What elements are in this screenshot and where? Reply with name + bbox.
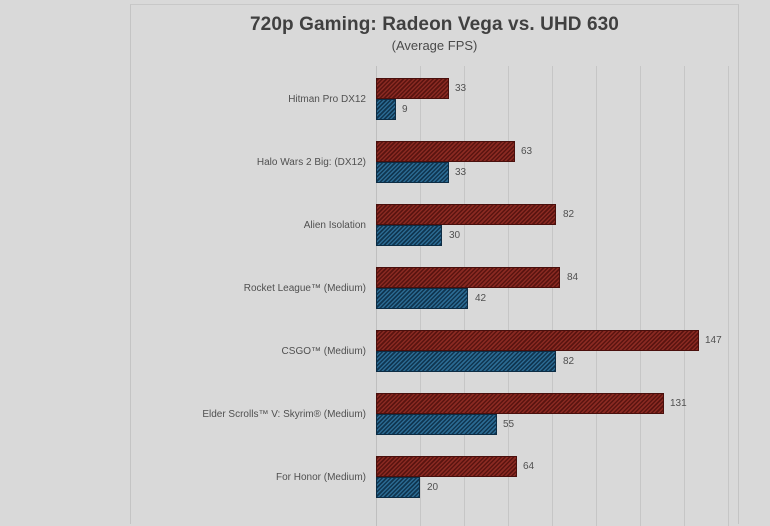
- bar-uhd-630: [376, 288, 468, 309]
- bar-uhd-630: [376, 99, 396, 120]
- value-label: 55: [503, 419, 515, 430]
- category-label: Hitman Pro DX12: [288, 94, 366, 105]
- category-label: Rocket League™ (Medium): [243, 283, 366, 294]
- category-label: CSGO™ (Medium): [281, 346, 366, 357]
- bar-uhd-630: [376, 477, 420, 498]
- value-label: 82: [563, 209, 575, 220]
- category-label: Alien Isolation: [303, 220, 366, 231]
- value-label: 131: [670, 398, 687, 409]
- value-label: 9: [402, 104, 408, 115]
- value-label: 33: [455, 83, 467, 94]
- chart-subtitle: (Average FPS): [391, 38, 478, 53]
- value-label: 147: [705, 335, 722, 346]
- chart-title: 720p Gaming: Radeon Vega vs. UHD 630: [250, 14, 619, 35]
- gridline: [508, 66, 509, 526]
- category-label: For Honor (Medium): [275, 472, 366, 483]
- category-label: Elder Scrolls™ V: Skyrim® (Medium): [202, 409, 366, 420]
- bar-uhd-630: [376, 351, 556, 372]
- gridline: [684, 66, 685, 526]
- value-label: 84: [567, 272, 579, 283]
- value-label: 64: [523, 461, 535, 472]
- bar-radeon-vega: [376, 78, 449, 99]
- chart-frame: [130, 4, 739, 524]
- bar-radeon-vega: [376, 141, 515, 162]
- value-label: 63: [521, 146, 533, 157]
- bar-radeon-vega: [376, 204, 556, 225]
- bar-radeon-vega: [376, 267, 560, 288]
- bar-uhd-630: [376, 162, 449, 183]
- bar-radeon-vega: [376, 456, 517, 477]
- value-label: 33: [455, 167, 467, 178]
- value-label: 20: [427, 482, 439, 493]
- gridline: [728, 66, 729, 526]
- value-label: 82: [563, 356, 575, 367]
- gridline: [640, 66, 641, 526]
- bar-radeon-vega: [376, 330, 699, 351]
- bar-uhd-630: [376, 225, 442, 246]
- bar-radeon-vega: [376, 393, 664, 414]
- gridline: [552, 66, 553, 526]
- value-label: 30: [449, 230, 461, 241]
- bar-uhd-630: [376, 414, 497, 435]
- category-label: Halo Wars 2 Big: (DX12): [256, 157, 366, 168]
- gridline: [596, 66, 597, 526]
- value-label: 42: [475, 293, 487, 304]
